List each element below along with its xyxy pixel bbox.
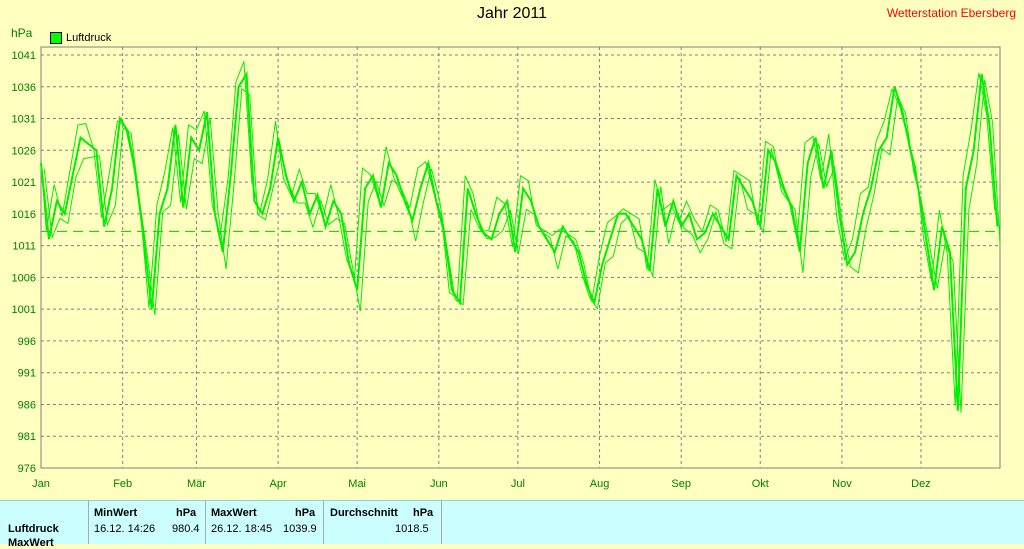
y-tick-label: 996 — [18, 336, 36, 348]
y-tick-label: 1026 — [12, 145, 36, 157]
series-line-luftdruck — [43, 79, 1001, 413]
series-line-luftdruck — [40, 61, 996, 406]
x-tick-label: Feb — [113, 478, 132, 490]
y-tick-label: 1041 — [12, 50, 36, 62]
y-tick-label: 981 — [18, 431, 36, 443]
x-tick-label: Sep — [671, 478, 691, 490]
legend-label: Luftdruck — [66, 32, 112, 44]
stats-avg-cell: Durchschnitt hPa 1018.5 — [323, 501, 442, 544]
x-tick-label: Jan — [32, 478, 50, 490]
x-tick-label: Okt — [752, 478, 769, 490]
stats-row-label-2: MaxWert — [8, 537, 54, 549]
y-tick-label: 1011 — [12, 241, 36, 253]
min-unit: hPa — [176, 507, 197, 519]
y-tick-label: 976 — [18, 463, 36, 475]
y-tick-label: 1031 — [12, 114, 36, 126]
min-time: 16.12. 14:26 — [94, 523, 156, 535]
x-tick-label: Dez — [911, 478, 931, 490]
stats-row-label: Luftdruck — [8, 523, 59, 535]
y-tick-label: 1016 — [12, 209, 36, 221]
max-time: 26.12. 18:45 — [211, 523, 273, 535]
series-luftdruck — [40, 61, 1001, 413]
y-tick-label: 1021 — [12, 177, 36, 189]
legend-swatch — [50, 32, 62, 44]
max-unit: hPa — [295, 507, 316, 519]
min-header: MinWert — [94, 507, 138, 519]
x-tick-labels: Jan Feb Mär Apr Mai Jun Jul Aug Sep Okt Nov Dez — [32, 478, 931, 490]
x-tick-label: Mär — [187, 478, 206, 490]
stats-max-cell: MaxWert hPa 26.12. 18:45 1039.9 — [205, 501, 324, 544]
x-tick-label: Jun — [430, 478, 448, 490]
y-axis-unit: hPa — [11, 26, 33, 40]
x-tick-label: Aug — [590, 478, 610, 490]
y-tick-label: 991 — [18, 368, 36, 380]
avg-unit: hPa — [413, 507, 434, 519]
y-tick-label: 1036 — [12, 82, 36, 94]
y-tick-label: 1001 — [12, 304, 36, 316]
station-name: Wetterstation Ebersberg — [886, 6, 1016, 20]
stats-panel: Luftdruck MaxWert MinWert hPa 16.12. 14:… — [0, 500, 1024, 549]
y-tick-labels: 976 981 986 991 996 1001 1006 1011 1016 1021 1026 1… — [12, 50, 36, 475]
stats-row-labels: Luftdruck MaxWert — [0, 501, 89, 549]
max-value: 1039.9 — [283, 523, 317, 535]
min-value: 980.4 — [172, 523, 200, 535]
avg-header: Durchschnitt — [330, 507, 398, 519]
x-tick-label: Jul — [511, 478, 525, 490]
plot-area — [40, 46, 1001, 469]
series-line-luftdruck — [40, 70, 999, 411]
max-header: MaxWert — [211, 507, 257, 519]
pressure-chart: 976 981 986 991 996 1001 1006 1011 1016 1021 1026 1… — [12, 46, 1001, 490]
y-tick-label: 986 — [18, 399, 36, 411]
x-tick-label: Nov — [832, 478, 852, 490]
chart-title: Jahr 2011 — [477, 5, 547, 22]
avg-value: 1018.5 — [395, 523, 429, 535]
stats-min-cell: MinWert hPa 16.12. 14:26 980.4 — [88, 501, 206, 544]
legend: Luftdruck — [50, 32, 111, 44]
x-tick-label: Mai — [348, 478, 366, 490]
x-tick-label: Apr — [270, 478, 287, 490]
y-tick-label: 1006 — [12, 272, 36, 284]
